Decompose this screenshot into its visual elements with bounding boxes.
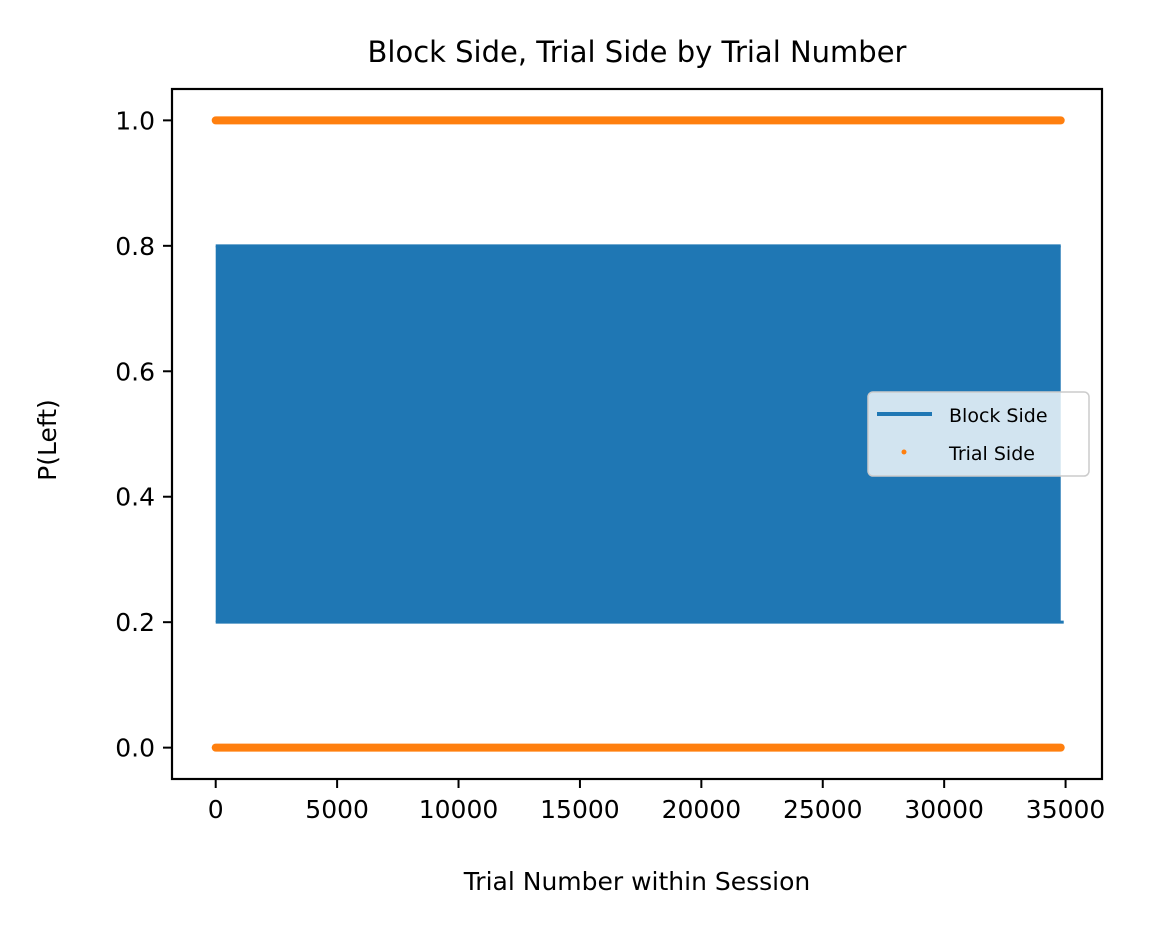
chart-title: Block Side, Trial Side by Trial Number xyxy=(368,35,907,69)
legend-trial-side-swatch xyxy=(901,449,907,455)
x-tick-label: 20000 xyxy=(662,795,742,824)
y-tick-label: 0.2 xyxy=(115,608,155,637)
x-tick-label: 15000 xyxy=(540,795,620,824)
x-tick-label: 30000 xyxy=(904,795,984,824)
legend-trial-side-label: Trial Side xyxy=(948,443,1035,465)
y-axis-ticks: 0.0 0.2 0.4 0.6 0.8 1.0 xyxy=(115,106,172,763)
y-axis-label: P(Left) xyxy=(33,399,62,481)
x-tick-label: 5000 xyxy=(305,795,369,824)
legend-block-side-label: Block Side xyxy=(949,405,1048,427)
x-tick-label: 0 xyxy=(208,795,224,824)
x-tick-label: 35000 xyxy=(1026,795,1106,824)
x-axis-ticks: 0 5000 10000 15000 20000 25000 30000 35000 xyxy=(208,779,1106,824)
y-tick-label: 0.6 xyxy=(115,357,155,386)
axes-frame xyxy=(170,87,1104,781)
y-tick-label: 1.0 xyxy=(115,106,155,135)
x-tick-label: 10000 xyxy=(419,795,499,824)
x-tick-label: 25000 xyxy=(783,795,863,824)
legend: Block Side Trial Side xyxy=(867,391,1090,477)
x-axis-label: Trial Number within Session xyxy=(463,867,811,896)
y-tick-label: 0.4 xyxy=(115,483,155,512)
y-tick-label: 0.8 xyxy=(115,232,155,261)
y-tick-label: 0.0 xyxy=(115,734,155,763)
